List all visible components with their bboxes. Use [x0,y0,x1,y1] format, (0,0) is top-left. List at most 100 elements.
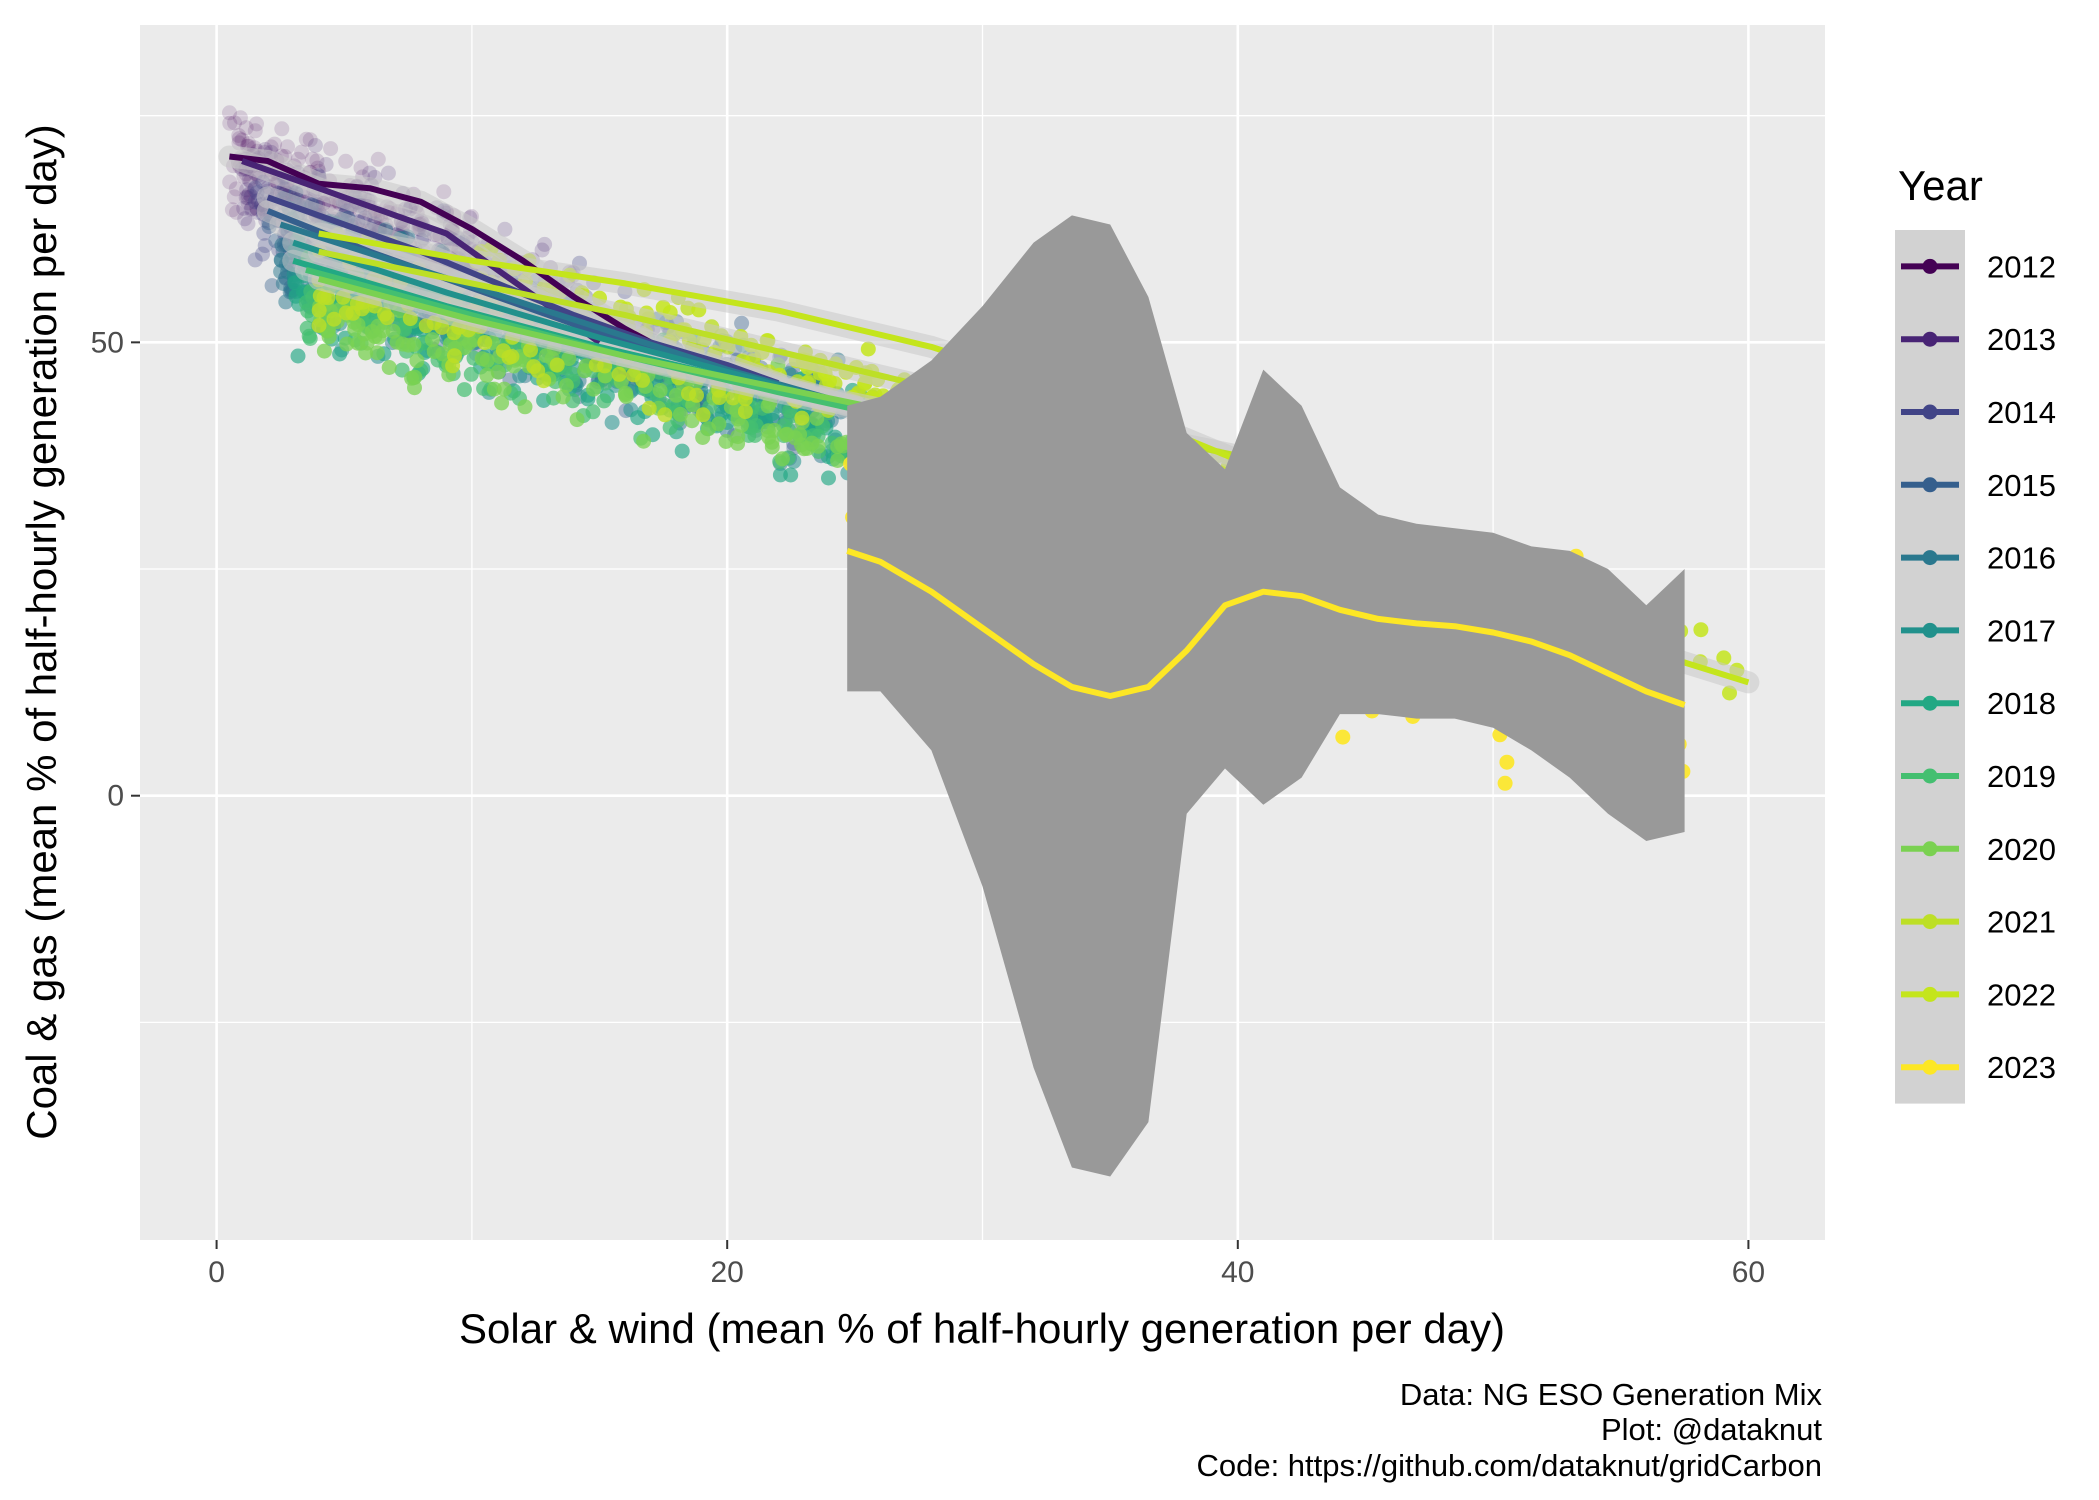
point-2012 [280,139,295,155]
point-2012 [226,189,242,205]
point-2012 [249,116,264,132]
point-2018 [821,470,836,486]
point-2015 [264,278,280,294]
point-2012 [222,105,237,121]
point-2020 [409,353,425,369]
legend-label-2016: 2016 [1987,541,2056,576]
point-2019 [585,404,601,420]
y-tick-label: 0 [107,780,124,813]
legend-key-point-2013 [1922,331,1938,347]
point-2020 [684,413,700,429]
legend-key-point-2018 [1922,695,1938,711]
point-2022 [1716,650,1732,666]
legend-key-point-2019 [1922,768,1938,784]
x-axis-ticks: 0 20 40 60 [208,1240,1765,1289]
point-2013 [244,201,260,216]
point-2019 [456,382,472,398]
legend-key-point-2020 [1922,841,1938,857]
point-2013 [243,201,259,217]
point-2012 [231,128,247,143]
legend-label-2015: 2015 [1987,468,2056,503]
smooth-line-2023 [846,548,1686,708]
point-2020 [339,336,355,352]
legend-key-point-2017 [1922,622,1938,638]
legend-label-2013: 2013 [1987,322,2056,357]
point-2012 [309,153,325,169]
legend-key-point-2016 [1922,550,1938,566]
point-2021 [641,400,657,416]
point-2020 [490,364,506,380]
point-2020 [809,410,825,426]
point-2021 [326,311,342,327]
point-2012 [231,131,247,147]
point-2020 [766,422,782,438]
point-2021 [311,302,327,318]
point-2018 [290,348,306,364]
point-2012 [222,115,238,131]
legend: Year 2012 2013 2014 2015 2016 2017 2018 2019 202… [1895,162,2056,1104]
point-2020 [555,389,571,405]
point-2020 [652,383,668,398]
point-2019 [565,366,581,382]
legend-keys: 2012 2013 2014 2015 2016 2017 2018 2019 2020 2021… [1895,230,2056,1104]
point-2019 [301,328,317,344]
point-2021 [311,318,327,333]
point-2013 [236,200,252,216]
point-2012 [240,195,256,211]
point-2020 [369,345,385,361]
point-2012 [247,123,263,139]
legend-key-point-2022 [1922,986,1938,1002]
point-2020 [347,321,363,337]
point-2013 [239,182,255,198]
point-2019 [662,420,678,435]
caption: Data: NG ESO Generation Mix Plot: @datak… [1196,1377,1822,1483]
point-2013 [237,211,253,227]
point-2013 [240,190,256,206]
y-axis-ticks: 0 50 [91,326,140,813]
point-2021 [526,359,542,375]
point-2020 [381,360,397,375]
point-2012 [243,173,259,189]
legend-label-2014: 2014 [1987,395,2056,430]
point-2020 [385,323,401,339]
y-axis-label: Coal & gas (mean % of half-hourly genera… [18,124,65,1140]
point-2020 [830,439,846,455]
point-2019 [463,366,479,382]
legend-key-background [1895,230,1965,1104]
point-2019 [596,393,612,409]
point-2023 [1335,729,1351,745]
point-2020 [774,451,790,467]
point-2012 [228,181,244,197]
legend-key-point-2014 [1922,404,1938,420]
point-2012 [302,132,318,148]
y-tick-label: 50 [91,326,124,359]
point-2013 [238,189,254,205]
point-2021 [447,348,462,364]
point-2021 [611,366,627,382]
point-2019 [298,295,314,310]
legend-label-2017: 2017 [1987,613,2056,648]
point-2020 [810,438,826,454]
point-2022 [1722,685,1737,701]
point-2020 [636,433,652,449]
point-2013 [241,186,257,202]
point-2020 [496,381,512,397]
point-2012 [338,153,354,169]
point-2021 [316,290,332,305]
point-2022 [821,373,837,389]
point-2012 [240,188,256,204]
point-2021 [737,404,753,420]
point-2012 [353,160,369,176]
point-2015 [734,315,750,331]
point-2013 [537,236,553,252]
point-2012 [294,144,310,160]
point-2020 [672,406,688,422]
point-2023 [1499,754,1515,770]
point-2021 [477,335,493,351]
point-2021 [657,407,673,423]
caption-line-data: Data: NG ESO Generation Mix [1400,1377,1823,1412]
legend-label-2012: 2012 [1987,249,2056,284]
legend-label-2023: 2023 [1987,1050,2056,1085]
point-2013 [243,188,259,204]
point-2020 [618,385,634,401]
